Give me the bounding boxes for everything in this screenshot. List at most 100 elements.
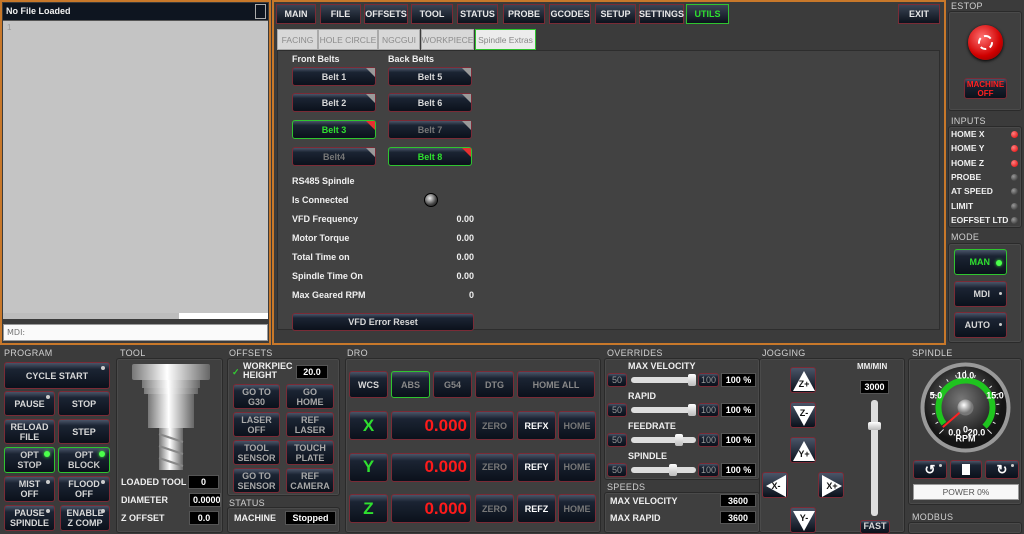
- override-min-button[interactable]: 50: [607, 433, 627, 447]
- jog-fast-button[interactable]: FAST: [860, 520, 890, 534]
- flood-button[interactable]: FLOOD OFF: [58, 476, 110, 502]
- jog-ym-button[interactable]: Y-: [790, 507, 816, 533]
- rs485-row-value: 0.00: [424, 233, 474, 243]
- dro-g54-button[interactable]: G54: [433, 371, 472, 398]
- belt-button[interactable]: Belt 6: [388, 93, 472, 112]
- tab-file[interactable]: FILE: [320, 4, 361, 24]
- override-slider-handle[interactable]: [675, 434, 683, 446]
- override-slider[interactable]: [631, 467, 696, 473]
- vfd-error-reset-button[interactable]: VFD Error Reset: [292, 313, 474, 331]
- offset-button[interactable]: GO TO SENSOR: [233, 468, 280, 493]
- workpiece-height-value[interactable]: 20.0: [296, 365, 328, 379]
- pause-spindle-button[interactable]: PAUSE SPINDLE: [4, 505, 55, 531]
- override-slider-handle[interactable]: [669, 464, 677, 476]
- jog-xm-button[interactable]: X-: [762, 472, 788, 498]
- tab-gcodes[interactable]: GCODES: [549, 4, 591, 24]
- ref-y-button[interactable]: REFY: [517, 453, 556, 482]
- override-min-button[interactable]: 50: [607, 463, 627, 477]
- mode-man-button[interactable]: MAN: [954, 249, 1007, 275]
- subtab-ngcgui[interactable]: NGCGUI: [378, 29, 420, 50]
- gcode-editor[interactable]: 1: [3, 21, 268, 313]
- override-min-button[interactable]: 50: [607, 373, 627, 387]
- override-max-button[interactable]: 100: [698, 433, 719, 447]
- offset-button[interactable]: REF LASER: [286, 412, 334, 437]
- override-slider-handle[interactable]: [688, 404, 696, 416]
- override-max-button[interactable]: 100: [698, 463, 719, 477]
- zero-x-button[interactable]: ZERO: [475, 411, 514, 440]
- override-max-button[interactable]: 100: [698, 373, 719, 387]
- belt-button[interactable]: Belt 7: [388, 120, 472, 139]
- mode-auto-button[interactable]: AUTO: [954, 312, 1007, 338]
- subtab-hole-circle[interactable]: HOLE CIRCLE: [318, 29, 378, 50]
- tab-utils[interactable]: UTILS: [686, 4, 729, 24]
- estop-button[interactable]: [968, 25, 1003, 60]
- override-slider[interactable]: [631, 377, 696, 383]
- machine-power-button[interactable]: MACHINE OFF: [964, 78, 1007, 99]
- opt-block-button[interactable]: OPT BLOCK: [58, 447, 110, 473]
- ref-z-button[interactable]: REFZ: [517, 494, 556, 523]
- cycle-start-button[interactable]: CYCLE START: [4, 362, 110, 389]
- offset-button[interactable]: GO TO G30: [233, 384, 280, 409]
- mode-mdi-button[interactable]: MDI: [954, 281, 1007, 307]
- jog-zp-button[interactable]: Z+: [790, 367, 816, 393]
- dro-wcs-button[interactable]: WCS: [349, 371, 388, 398]
- subtab-facing[interactable]: FACING: [277, 29, 318, 50]
- belt-button[interactable]: Belt 5: [388, 67, 472, 86]
- dro-dtg-button[interactable]: DTG: [475, 371, 514, 398]
- belt-button[interactable]: Belt 8: [388, 147, 472, 166]
- offset-button[interactable]: LASER OFF: [233, 412, 280, 437]
- file-menu-button[interactable]: [255, 4, 266, 19]
- zero-z-button[interactable]: ZERO: [475, 494, 514, 523]
- belt-button[interactable]: Belt4: [292, 147, 376, 166]
- exit-button[interactable]: EXIT: [898, 4, 940, 24]
- opt-stop-button[interactable]: OPT STOP: [4, 447, 55, 473]
- offset-button[interactable]: TOOL SENSOR: [233, 440, 280, 465]
- jog-zm-button[interactable]: Z-: [790, 402, 816, 428]
- home-x-button[interactable]: HOME: [558, 411, 596, 440]
- tab-settings[interactable]: SETTINGS: [639, 4, 684, 24]
- zero-y-button[interactable]: ZERO: [475, 453, 514, 482]
- tab-tool[interactable]: TOOL: [411, 4, 453, 24]
- override-slider[interactable]: [631, 437, 696, 443]
- jog-rate-value: 3000: [860, 380, 889, 394]
- override-max-button[interactable]: 100: [698, 403, 719, 417]
- scrollbar-handle[interactable]: [179, 313, 268, 319]
- horizontal-scrollbar[interactable]: [3, 313, 268, 319]
- spindle-reverse-button[interactable]: ↺: [913, 460, 947, 479]
- offset-button[interactable]: GO HOME: [286, 384, 334, 409]
- enable-zcomp-button[interactable]: ENABLE Z COMP: [60, 505, 110, 531]
- tab-probe[interactable]: PROBE: [503, 4, 545, 24]
- tab-offsets[interactable]: OFFSETS: [364, 4, 408, 24]
- belt-button[interactable]: Belt 2: [292, 93, 376, 112]
- home-y-button[interactable]: HOME: [558, 453, 596, 482]
- belt-button[interactable]: Belt 1: [292, 67, 376, 86]
- subtab-workpiece[interactable]: WORKPIECE: [421, 29, 474, 50]
- dro-home-all-button[interactable]: HOME ALL: [517, 371, 595, 398]
- tab-main[interactable]: MAIN: [276, 4, 316, 24]
- spindle-stop-button[interactable]: [950, 460, 982, 479]
- stop-button[interactable]: STOP: [58, 391, 110, 416]
- offset-button[interactable]: TOUCH PLATE: [286, 440, 334, 465]
- offset-button[interactable]: REF CAMERA: [286, 468, 334, 493]
- jog-yp-button[interactable]: Y+: [790, 437, 816, 463]
- mist-button[interactable]: MIST OFF: [4, 476, 55, 502]
- subtab-spindle-extras[interactable]: Spindle Extras: [475, 29, 536, 50]
- jog-rate-slider[interactable]: [871, 400, 878, 516]
- jog-rate-slider-handle[interactable]: [868, 422, 881, 430]
- home-z-button[interactable]: HOME: [558, 494, 596, 523]
- override-slider-handle[interactable]: [688, 374, 696, 386]
- belt-button[interactable]: Belt 3: [292, 120, 376, 139]
- tab-setup[interactable]: SETUP: [595, 4, 636, 24]
- tab-status[interactable]: STATUS: [457, 4, 498, 24]
- mdi-input[interactable]: [3, 324, 268, 341]
- override-slider[interactable]: [631, 407, 696, 413]
- override-min-button[interactable]: 50: [607, 403, 627, 417]
- ref-x-button[interactable]: REFX: [517, 411, 556, 440]
- pause-button[interactable]: PAUSE: [4, 391, 55, 416]
- dro-abs-button[interactable]: ABS: [391, 371, 430, 398]
- reload-file-button[interactable]: RELOAD FILE: [4, 419, 55, 444]
- step-button[interactable]: STEP: [58, 419, 110, 444]
- jog-xp-button[interactable]: X+: [818, 472, 844, 498]
- spindle-forward-button[interactable]: ↻: [985, 460, 1019, 479]
- workpiece-height-checkbox[interactable]: ✓: [232, 367, 240, 378]
